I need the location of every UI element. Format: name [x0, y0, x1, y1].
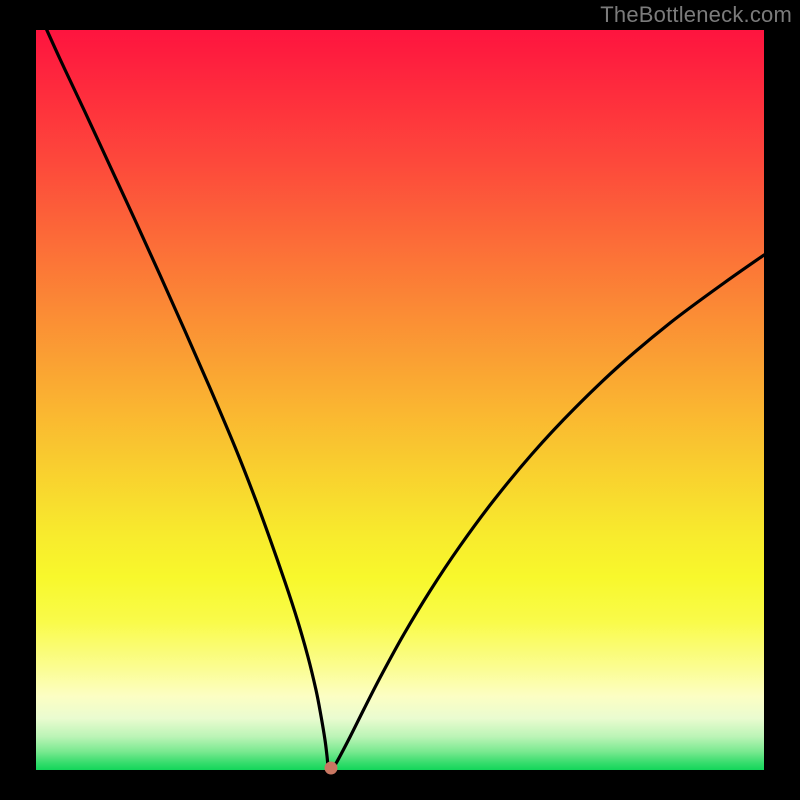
chart-container: TheBottleneck.com [0, 0, 800, 800]
chart-svg [0, 0, 800, 800]
optimum-marker [325, 762, 337, 774]
plot-background [36, 30, 764, 770]
